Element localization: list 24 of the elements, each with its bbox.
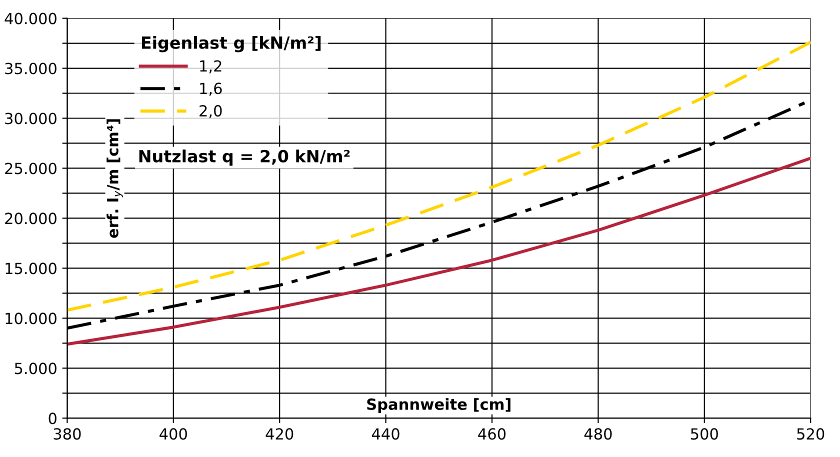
x-tick-label: 380 <box>54 428 81 440</box>
y-tick-label: 5.000 <box>14 362 56 374</box>
annotation: Nutzlast q = 2,0 kN/m² <box>139 150 350 166</box>
y-tick-label: 20.000 <box>5 212 56 224</box>
x-tick-label: 440 <box>372 428 400 440</box>
x-tick-label: 500 <box>691 428 718 440</box>
y-tick-label: 0 <box>48 412 56 424</box>
x-tick-label: 520 <box>797 428 824 440</box>
y-axis-title: erf. I$_{y}$/m [cm⁴] <box>106 119 123 238</box>
y-tick-label: 40.000 <box>4 12 56 24</box>
y-tick-label: 15.000 <box>6 262 56 274</box>
x-tick-label: 460 <box>478 428 506 440</box>
y-tick-label: 30.000 <box>5 112 56 124</box>
legend-label: 1,2 <box>200 60 222 74</box>
legend-label: 2,0 <box>200 105 222 118</box>
y-tick-label: 25.000 <box>5 162 56 174</box>
legend-label: 1,6 <box>200 82 222 96</box>
x-axis-title: Spannweite [cm] <box>367 398 510 413</box>
x-tick-label: 480 <box>584 428 612 440</box>
legend-title: Eigenlast g [kN/m²] <box>142 36 321 52</box>
y-tick-label: 10.000 <box>6 312 56 324</box>
x-tick-label: 400 <box>160 428 187 440</box>
y-tick-label: 35.000 <box>5 62 56 74</box>
x-tick-label: 420 <box>266 428 294 440</box>
